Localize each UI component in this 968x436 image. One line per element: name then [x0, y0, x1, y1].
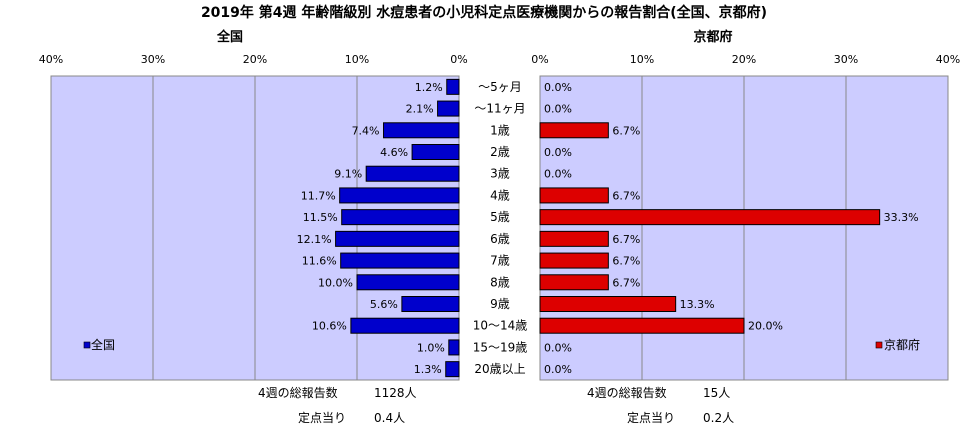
value-label-national: 1.2% [415, 81, 443, 94]
value-label-kyoto: 6.7% [612, 255, 640, 268]
value-label-kyoto: 0.0% [544, 363, 572, 376]
bar-layer: 1.2% 2.1% 7.4%4.6% 9.1% 11.7% 11.5% 12.1% 11.6%… [297, 78, 919, 378]
legend-swatch-national [83, 341, 91, 349]
value-label-national: 12.1% [297, 233, 332, 246]
legend-label-kyoto: 京都府 [884, 337, 920, 352]
value-label-kyoto: 6.7% [612, 124, 640, 137]
value-label-kyoto: 6.7% [612, 189, 640, 202]
footer-national-total-value: 1128人 [374, 386, 417, 400]
tick-label-national: 30% [141, 53, 165, 66]
value-label-kyoto: 6.7% [612, 233, 640, 246]
category-label: 6歳 [490, 232, 510, 246]
value-label-kyoto: 13.3% [680, 298, 715, 311]
tick-label-national: 10% [345, 53, 369, 66]
category-label: 5歳 [490, 210, 510, 224]
value-label-national: 2.1% [406, 103, 434, 116]
value-label-kyoto: 0.0% [544, 168, 572, 181]
category-label: 1歳 [490, 123, 510, 137]
category-label: ～5ヶ月 [478, 80, 522, 94]
bar-national [401, 296, 460, 312]
bar-national [340, 252, 460, 269]
category-label: 2歳 [490, 145, 510, 159]
category-label: ～11ヶ月 [474, 102, 525, 116]
bar-national [448, 339, 460, 356]
value-label-kyoto: 0.0% [544, 103, 572, 116]
value-label-national: 5.6% [370, 298, 398, 311]
footer-kyoto-per-label: 定点当り [627, 410, 675, 425]
bar-national [437, 100, 460, 117]
bar-kyoto [539, 230, 609, 247]
bar-national [339, 187, 460, 204]
value-label-national: 11.5% [303, 211, 338, 224]
value-label-kyoto: 0.0% [544, 81, 572, 94]
category-label: 10～14歳 [473, 319, 528, 333]
tick-layer: 40% 30% 20% 10% 0% 0% 10% 20% 30% 40% [39, 53, 960, 66]
value-label-kyoto: 20.0% [748, 320, 783, 333]
legend-swatch-kyoto [875, 341, 883, 349]
category-label: 4歳 [490, 188, 510, 202]
bar-national [350, 317, 460, 334]
value-label-national: 9.1% [334, 168, 362, 181]
value-label-national: 11.7% [301, 189, 336, 202]
bar-national [411, 144, 460, 160]
tick-label-national: 0% [450, 53, 467, 66]
value-label-kyoto: 33.3% [884, 211, 919, 224]
value-label-national: 1.3% [414, 363, 442, 376]
tick-label-kyoto: 20% [732, 53, 756, 66]
value-label-national: 1.0% [417, 341, 445, 354]
category-label: 15～19歳 [473, 340, 528, 354]
value-label-national: 4.6% [380, 146, 408, 159]
tick-label-kyoto: 40% [936, 53, 960, 66]
category-label: 20歳以上 [474, 362, 525, 376]
bar-national [445, 361, 460, 378]
bar-kyoto [539, 274, 609, 291]
bar-kyoto [539, 209, 881, 226]
bar-national [383, 122, 460, 139]
category-label: 7歳 [490, 254, 510, 268]
tick-label-kyoto: 30% [834, 53, 858, 66]
bar-kyoto [539, 252, 609, 269]
footer-national-total-label: 4週の総報告数 [258, 385, 338, 400]
value-label-kyoto: 6.7% [612, 276, 640, 289]
category-label: 8歳 [490, 275, 510, 289]
bar-national [446, 78, 460, 95]
footer-kyoto-per-value: 0.2人 [703, 411, 734, 425]
footer-kyoto-total-value: 15人 [703, 386, 730, 400]
footer-national-per-value: 0.4人 [374, 411, 405, 425]
bar-kyoto [539, 296, 677, 312]
value-label-national: 10.6% [312, 320, 347, 333]
tick-label-kyoto: 0% [531, 53, 548, 66]
bar-kyoto [539, 122, 609, 139]
bar-national [356, 274, 460, 291]
panel-title-kyoto: 京都府 [693, 29, 732, 45]
bar-national [335, 230, 460, 247]
panel-title-national: 全国 [216, 29, 243, 45]
tick-label-kyoto: 10% [630, 53, 654, 66]
legend-label-national: 全国 [91, 337, 115, 352]
tick-label-national: 40% [39, 53, 63, 66]
bar-national [365, 165, 460, 182]
footer-kyoto-total-label: 4週の総報告数 [587, 385, 667, 400]
tick-label-national: 20% [243, 53, 267, 66]
category-layer: ～5ヶ月 ～11ヶ月 1歳 2歳 3歳 4歳 5歳 6歳 7歳 8歳 9歳 10～14歳 15～19歳 2… [473, 80, 528, 376]
value-label-kyoto: 0.0% [544, 146, 572, 159]
value-label-national: 11.6% [302, 255, 337, 268]
bar-kyoto [539, 187, 609, 204]
value-label-kyoto: 0.0% [544, 341, 572, 354]
bar-kyoto [539, 317, 745, 334]
footer-national-per-label: 定点当り [298, 410, 346, 425]
value-label-national: 7.4% [352, 124, 380, 137]
category-label: 3歳 [490, 167, 510, 181]
category-label: 9歳 [490, 297, 510, 311]
value-label-national: 10.0% [318, 276, 353, 289]
chart-title: 2019年 第4週 年齢階級別 水痘患者の小児科定点医療機関からの報告割合(全国… [201, 4, 767, 21]
bar-national [341, 209, 460, 226]
